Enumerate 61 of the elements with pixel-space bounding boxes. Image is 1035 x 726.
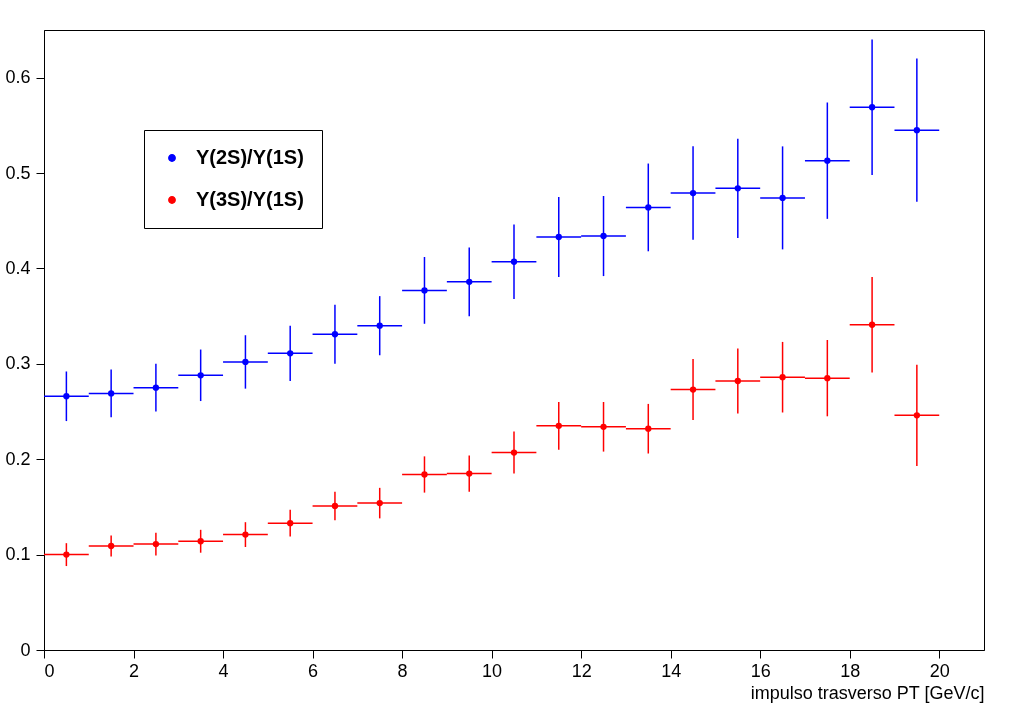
point (376, 499, 383, 507)
x-tick-label: 0 (44, 660, 55, 681)
point (645, 425, 652, 432)
point (913, 412, 921, 419)
point (63, 551, 70, 558)
y-tick-label: 0.6 (5, 67, 31, 88)
y-tick-label: 0.5 (5, 162, 31, 183)
point (107, 390, 115, 397)
point (331, 331, 339, 338)
x-tick-label: 14 (661, 660, 682, 681)
point (466, 278, 473, 285)
point (689, 189, 697, 197)
legend-label: Υ(2S)/Υ(1S) (196, 146, 304, 168)
point (555, 233, 562, 241)
point (600, 232, 607, 240)
point (197, 538, 204, 545)
legend-label: Υ(3S)/Υ(1S) (196, 188, 304, 210)
point (152, 384, 160, 391)
point (689, 386, 697, 393)
x-tick-label: 18 (840, 660, 861, 681)
point (242, 358, 249, 366)
x-tick-label: 20 (929, 660, 950, 681)
point (421, 471, 428, 478)
x-tick-label: 4 (218, 660, 229, 681)
x-axis-title: impulso trasverso PT [GeV/c] (750, 682, 985, 703)
x-tick-label: 6 (308, 660, 319, 681)
point (242, 531, 249, 538)
point (331, 502, 339, 510)
point (197, 372, 204, 379)
y-tick-label: 0.2 (5, 448, 31, 469)
point (287, 519, 294, 527)
point (107, 542, 115, 550)
point (63, 393, 70, 400)
x-tick-label: 2 (129, 660, 140, 681)
point (376, 322, 383, 329)
point (510, 258, 518, 265)
point (868, 321, 876, 328)
point (779, 194, 786, 202)
point (779, 374, 786, 381)
point (734, 185, 741, 192)
point (421, 287, 428, 294)
point (824, 375, 831, 382)
point (824, 157, 831, 164)
point (868, 104, 876, 111)
y-tick-label: 0.4 (5, 257, 31, 278)
y-tick-label: 0 (20, 639, 31, 660)
x-tick-label: 16 (750, 660, 771, 681)
point (600, 423, 607, 430)
x-tick-label: 10 (482, 660, 503, 681)
y-tick-label: 0.3 (5, 353, 31, 374)
y-tick-label: 0.1 (5, 544, 31, 565)
point (510, 449, 518, 456)
point (152, 540, 160, 548)
point (913, 127, 921, 134)
point (555, 422, 562, 429)
x-tick-label: 12 (571, 660, 592, 681)
point (466, 470, 473, 477)
point (287, 350, 294, 357)
x-tick-label: 8 (397, 660, 408, 681)
point (645, 204, 652, 211)
point (734, 377, 741, 385)
